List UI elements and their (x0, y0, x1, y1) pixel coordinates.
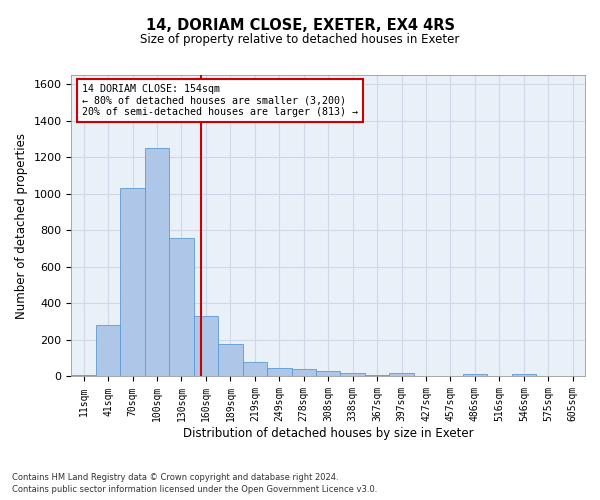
Text: 14 DORIAM CLOSE: 154sqm
← 80% of detached houses are smaller (3,200)
20% of semi: 14 DORIAM CLOSE: 154sqm ← 80% of detache… (82, 84, 358, 117)
Text: Size of property relative to detached houses in Exeter: Size of property relative to detached ho… (140, 32, 460, 46)
Bar (96, 326, 121, 376)
Bar (169, 238, 194, 376)
Bar (121, 188, 145, 376)
Bar (267, 368, 292, 376)
Bar (71, 374, 96, 376)
X-axis label: Distribution of detached houses by size in Exeter: Distribution of detached houses by size … (183, 427, 473, 440)
Bar (218, 344, 242, 376)
Text: Contains public sector information licensed under the Open Government Licence v3: Contains public sector information licen… (12, 485, 377, 494)
Bar (292, 369, 316, 376)
Text: Contains HM Land Registry data © Crown copyright and database right 2024.: Contains HM Land Registry data © Crown c… (12, 472, 338, 482)
Bar (340, 373, 365, 376)
Bar (316, 371, 340, 376)
Bar (389, 373, 414, 376)
Bar (365, 374, 389, 376)
Bar (242, 362, 267, 376)
Bar (463, 374, 487, 376)
Y-axis label: Number of detached properties: Number of detached properties (15, 132, 28, 318)
Text: 14, DORIAM CLOSE, EXETER, EX4 4RS: 14, DORIAM CLOSE, EXETER, EX4 4RS (146, 18, 455, 32)
Bar (145, 148, 169, 376)
Bar (194, 316, 218, 376)
Bar (512, 374, 536, 376)
